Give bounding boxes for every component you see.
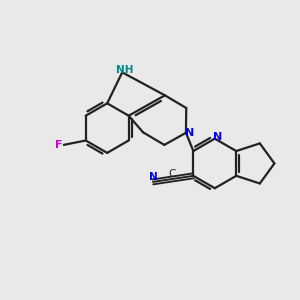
Text: NH: NH — [116, 65, 134, 75]
Text: N: N — [213, 132, 222, 142]
Text: C: C — [168, 169, 175, 178]
Text: N: N — [148, 172, 157, 182]
Text: N: N — [185, 128, 194, 138]
Text: F: F — [55, 140, 63, 150]
